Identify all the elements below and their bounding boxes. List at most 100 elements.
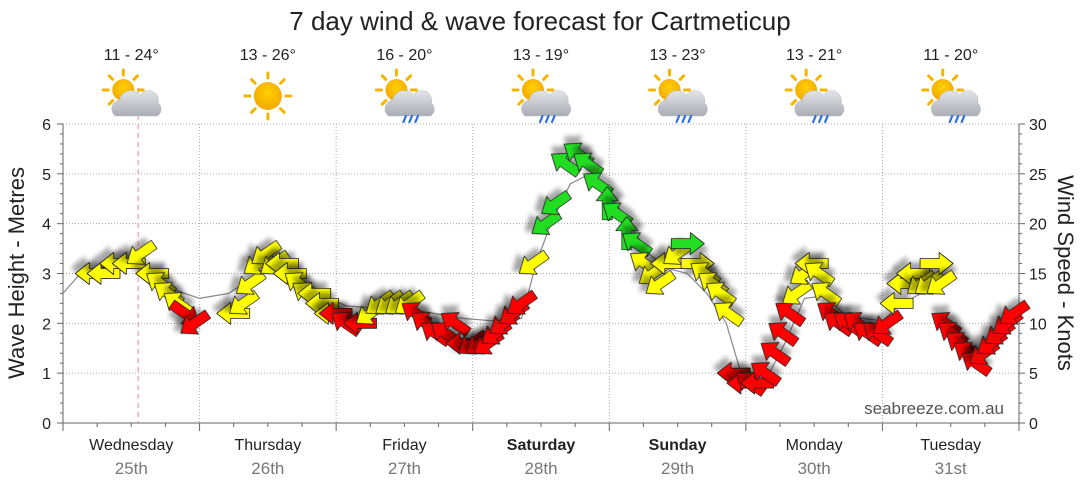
y-left-tick-labels: 0 1 2 3 4 5 6 [42,117,51,433]
wind-arrow [926,269,958,295]
sun-ray [279,78,286,85]
y-left-tick-label: 1 [42,366,51,383]
weather-day: 11 - 24° [101,47,162,117]
y-right-tick-label: 0 [1029,416,1038,433]
sun-ray [815,74,822,81]
day-date-label: 29th [661,459,694,478]
day-name-label: Wednesday [89,437,173,454]
wind-arrow [507,289,538,315]
showers-icon [784,68,845,124]
partly-cloudy-icon [101,68,162,117]
wind-arrow [751,362,782,387]
day-name-label: Monday [786,437,843,454]
y-left-tick-label: 4 [42,217,51,234]
y-left-tick-label: 2 [42,316,51,333]
wind-arrow [919,252,954,275]
weather-day: 11 - 20° [921,47,981,124]
sun-ray [517,99,524,106]
temperature-range: 11 - 20° [923,47,978,64]
y-right-tick-label: 5 [1029,366,1038,383]
temperature-range: 13 - 23° [649,47,705,64]
wind-arrow [760,342,792,367]
wind-arrow [879,291,914,315]
day-name-label: Thursday [235,437,302,454]
y-right-tick-label: 15 [1029,267,1047,284]
cloud-shape [111,90,162,117]
sun-ray [250,78,257,85]
y-right-tick-label: 30 [1029,117,1047,134]
wind-arrow [180,309,212,335]
sun-ray [380,74,388,81]
rain-drop [550,114,556,124]
y-left-tick-label: 0 [42,416,51,433]
showers-icon [921,68,981,124]
rain-drop [818,114,823,124]
wind-arrow [518,249,550,275]
y-axis-right-label: Wind Speed - Knots [1053,175,1078,371]
sun-ray [542,74,549,81]
rain-drop [687,114,693,124]
rain-drop [960,114,966,124]
day-date-label: 26th [251,459,284,478]
sun-ray [279,107,286,114]
weather-day: 13 - 23° [648,47,708,124]
wind-arrow [440,312,472,337]
y-right-tick-label: 25 [1029,167,1047,184]
weather-day: 13 - 21° [784,47,845,124]
wind-arrow [706,282,737,308]
y-right-tick-label: 10 [1029,316,1047,333]
rain-drop [544,114,550,124]
wind-arrow [811,282,843,308]
rain-drop [675,114,681,124]
rain-drop [954,114,960,124]
sun-ray [790,74,798,81]
weather-day: 13 - 19° [511,47,572,124]
rain-drop [402,114,408,124]
wind-arrow [670,232,705,256]
temperature-range: 13 - 26° [240,47,296,64]
rain-drop [681,114,687,124]
sun-ray [951,74,959,81]
day-name-label: Sunday [649,437,707,454]
weather-day: 13 - 26° [240,47,296,121]
sun-disc [253,82,282,110]
showers-icon [374,68,435,124]
y-left-tick-label: 3 [42,267,51,284]
y-right-tick-labels: 0 5 10 15 20 25 30 [1029,117,1047,433]
daily-weather: 11 - 24° 13 - 26° 16 - 20° 13 - 19° 13 - 23°… [101,47,981,124]
temperature-range: 11 - 24° [104,47,159,64]
wind-arrow [645,269,677,295]
rain-drop [812,114,817,124]
wind-arrow [863,322,894,347]
sun-icon [243,71,293,121]
day-date-label: 25th [115,459,148,478]
y-axis-left-label: Wave Height - Metres [4,167,29,379]
day-name-label: Friday [382,437,426,454]
cloud-shape [931,90,981,117]
y-right-tick-label: 20 [1029,217,1047,234]
wind-arrow [804,262,836,288]
wind-arrow [541,190,572,215]
temperature-range: 13 - 19° [513,47,569,64]
rain-drop [948,114,954,124]
temperature-range: 16 - 20° [376,47,432,64]
chart-title: 7 day wind & wave forecast for Cartmetic… [289,6,790,36]
y-left-tick-label: 6 [42,117,51,134]
sun-ray [653,74,661,81]
showers-icon [511,68,572,124]
day-date-label: 28th [524,459,557,478]
rain-drop [414,114,420,124]
showers-icon [648,68,708,124]
wind-arrow [768,322,800,347]
day-date-label: 31st [935,459,967,478]
sun-ray [132,74,139,81]
cloud-shape [794,90,845,117]
sun-ray [790,99,798,106]
wind-arrow [573,152,605,178]
wind-arrow [716,361,751,385]
y-left-tick-label: 5 [42,167,51,184]
sun-ray [927,74,934,81]
temperature-range: 13 - 21° [786,47,842,64]
